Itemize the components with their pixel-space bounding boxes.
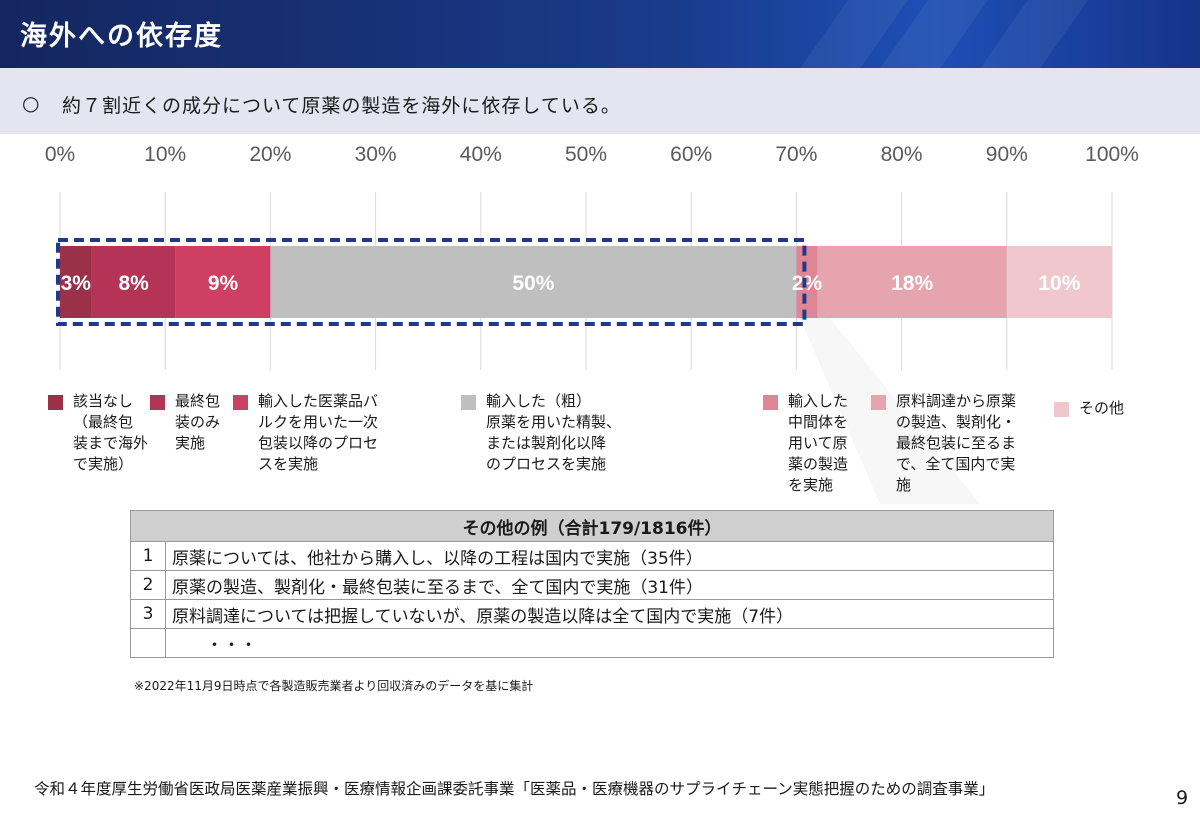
subheader-band [0,68,1200,134]
legend-item: 輸入した 中間体を 用いて原 薬の製造 を実施 [763,391,848,496]
table-row: 3 原料調達については把握していないが、原薬の製造以降は全て国内で実施（7件） [130,599,1054,629]
x-tick-label: 0% [45,143,75,166]
table-row: 1 原薬については、他社から購入し、以降の工程は国内で実施（35件） [130,541,1054,571]
legend-swatch [48,395,63,410]
bar-segment [175,246,271,318]
x-tick-label: 30% [355,143,397,166]
legend-swatch [461,395,476,410]
row-number: 3 [130,599,166,629]
legend-item: 原料調達から原薬 の製造、製剤化・ 最終包装に至るま で、全て国内で実 施 [871,391,1016,496]
chart-svg: 0% 10% 20% 30% 40% 50% 60% 70% 80% 90% 100% 3% 8% 9% 5… [45,143,1139,504]
row-text: 原料調達については把握していないが、原薬の製造以降は全て国内で実施（7件） [165,599,1054,629]
legend-swatch [871,395,886,410]
page-number: 9 [1176,787,1189,809]
legend-item: 最終包 装のみ 実施 [150,391,220,454]
bar-segment [60,246,92,318]
legend-item: その他 [1054,398,1124,419]
data-label: 50% [512,272,554,295]
x-tick-label: 100% [1085,143,1139,166]
legend-label: 輸入した 中間体を 用いて原 薬の製造 を実施 [788,392,849,494]
other-examples-table: その他の例（合計179/1816件） 1 原薬については、他社から購入し、以降の… [130,510,1054,658]
summary-text: 約７割近くの成分について原薬の製造を海外に依存している。 [62,95,621,117]
x-tick-label: 60% [670,143,712,166]
x-tick-label: 90% [986,143,1028,166]
legend-swatch [150,395,165,410]
footnote: ※2022年11月9日時点で各製造販売業者より回収済みのデータを基に集計 [134,679,534,693]
x-tick-label: 20% [249,143,291,166]
data-label: 18% [891,272,933,295]
data-label: 8% [118,272,149,295]
row-number: 1 [130,541,166,571]
row-text: 原薬については、他社から購入し、以降の工程は国内で実施（35件） [165,541,1054,571]
row-text: ・・・ [165,628,1054,658]
x-tick-label: 40% [460,143,502,166]
bar-segment [91,246,176,318]
highlight-box [56,238,807,326]
table-row: ・・・ [130,628,1054,658]
stacked-bar-chart: 0% 10% 20% 30% 40% 50% 60% 70% 80% 90% 100% 3% 8% 9% 5… [0,134,1200,504]
legend-swatch [1054,402,1069,417]
bullet-icon: ○ [22,91,40,115]
table-title: その他の例（合計179/1816件） [130,510,1054,542]
legend-label: その他 [1079,399,1125,417]
legend-swatch [763,395,778,410]
legend-item: 輸入した（粗） 原薬を用いた精製、 または製剤化以降 のプロセスを実施 [461,391,621,475]
page-title: 海外への依存度 [20,21,223,52]
row-text: 原薬の製造、製剤化・最終包装に至るまで、全て国内で実施（31件） [165,570,1054,600]
legend-swatch [233,395,248,410]
data-label: 2% [792,272,823,295]
x-tick-label: 80% [881,143,923,166]
legend-label: 最終包 装のみ 実施 [175,392,221,452]
bar-segment [796,246,818,318]
x-tick-label: 10% [144,143,186,166]
legend-item: 輸入した医薬品バ ルクを用いた一次 包装以降のプロセ スを実施 [233,391,378,475]
x-tick-label: 50% [565,143,607,166]
legend-label: 輸入した医薬品バ ルクを用いた一次 包装以降のプロセ スを実施 [258,392,379,473]
table-row: 2 原薬の製造、製剤化・最終包装に至るまで、全て国内で実施（31件） [130,570,1054,600]
legend-label: 該当なし （最終包 装まで海外 で実施） [73,392,149,473]
data-label: 3% [61,272,92,295]
row-number [130,628,166,658]
row-number: 2 [130,570,166,600]
legend-item: 該当なし （最終包 装まで海外 で実施） [48,391,148,475]
legend-label: 原料調達から原薬 の製造、製剤化・ 最終包装に至るま で、全て国内で実 施 [896,392,1017,494]
header-bar: 海外への依存度 [0,0,1200,68]
data-label: 10% [1038,272,1080,295]
data-label: 9% [208,272,239,295]
bar-segment [270,246,797,318]
footer-text: 令和４年度厚生労働省医政局医薬産業振興・医療情報企画課委託事業「医薬品・医療機器… [34,780,995,798]
legend-label: 輸入した（粗） 原薬を用いた精製、 または製剤化以降 のプロセスを実施 [486,392,622,473]
callout-wedge [800,318,980,504]
x-tick-label: 70% [775,143,817,166]
bar-segment [817,246,1007,318]
bar-segment [1006,246,1112,318]
